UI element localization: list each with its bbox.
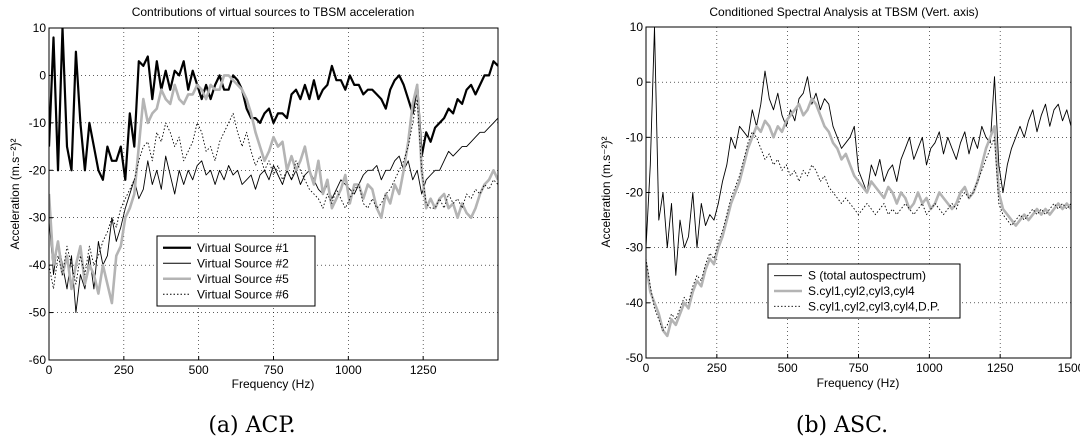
x-tick-label: 0 (46, 363, 53, 377)
y-tick-label: -20 (626, 186, 644, 200)
x-tick-label: 1250 (410, 363, 437, 377)
y-axis-label: Acceleration (m.s⁻²)² (8, 138, 22, 249)
y-tick-label: 0 (636, 75, 643, 89)
y-axis-label: Acceleration (m.s⁻²)² (599, 136, 613, 247)
x-tick-label: 0 (643, 361, 650, 375)
x-tick-label: 1000 (916, 361, 943, 375)
series-line-4 (49, 98, 498, 290)
y-tick-label: 10 (630, 20, 644, 34)
chart-title: Conditioned Spectral Analysis at TBSM (V… (709, 5, 978, 19)
y-tick-label: -10 (29, 116, 47, 130)
legend-label: Virtual Source #5 (197, 272, 289, 286)
series-line-3 (49, 74, 498, 305)
x-tick-label: 500 (189, 363, 209, 377)
legend-label: S.cyl1,cyl2,cyl3,cyl4 (808, 284, 915, 298)
caption-a: (a) ACP. (208, 413, 295, 438)
x-tick-label: 250 (114, 363, 134, 377)
x-tick-label: 750 (848, 361, 868, 375)
series-line-3 (646, 131, 1071, 331)
y-tick-label: -10 (626, 130, 644, 144)
chart-panel-acp: Contributions of virtual sources to TBSM… (8, 5, 499, 438)
caption-b: (b) ASC. (796, 413, 888, 438)
y-tick-label: -40 (29, 258, 47, 272)
x-tick-label: 1250 (987, 361, 1014, 375)
x-axis-label: Frequency (Hz) (817, 376, 900, 390)
y-tick-label: -50 (29, 306, 47, 320)
legend-label: Virtual Source #6 (197, 287, 289, 301)
y-tick-label: 10 (33, 21, 47, 35)
y-tick-label: -20 (29, 163, 47, 177)
y-tick-label: -30 (626, 241, 644, 255)
legend-label: Virtual Source #1 (197, 241, 289, 255)
legend: S (total autospectrum)S.cyl1,cyl2,cyl3,c… (767, 263, 961, 319)
x-tick-label: 500 (778, 361, 798, 375)
x-tick-label: 750 (263, 363, 283, 377)
y-tick-label: -30 (29, 211, 47, 225)
y-tick-label: -60 (29, 353, 47, 367)
x-tick-label: 1000 (335, 363, 362, 377)
x-axis-label: Frequency (Hz) (232, 377, 315, 391)
y-tick-label: -50 (626, 351, 644, 365)
chart-title: Contributions of virtual sources to TBSM… (132, 5, 415, 19)
chart-panel-asc: Conditioned Spectral Analysis at TBSM (V… (599, 5, 1080, 438)
legend-label: S.cyl1,cyl2,cyl3,cyl4,D.P. (808, 299, 940, 313)
x-tick-label: 1500 (1058, 361, 1080, 375)
y-tick-label: -40 (626, 296, 644, 310)
series-line-1 (49, 28, 498, 181)
x-tick-label: 250 (707, 361, 727, 375)
y-tick-label: 0 (39, 68, 46, 82)
legend-label: Virtual Source #2 (197, 256, 289, 270)
series-line-1 (646, 27, 1071, 276)
legend-label: S (total autospectrum) (808, 269, 926, 283)
series-line-2 (646, 97, 1071, 338)
plot-frame (48, 27, 499, 361)
